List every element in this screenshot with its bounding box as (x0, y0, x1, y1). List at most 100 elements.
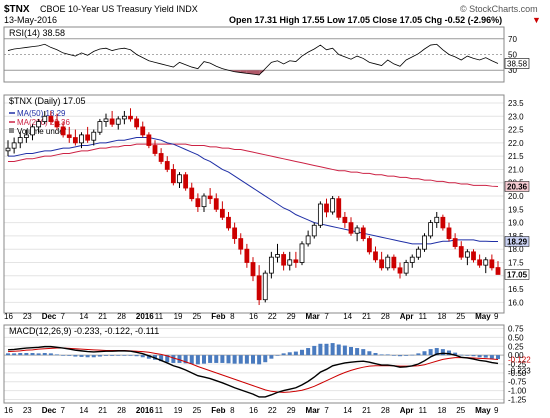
macd-histogram-bar (434, 348, 439, 356)
candle-body (281, 254, 287, 266)
macd-tick-label: -1.25 (508, 395, 527, 404)
ma200-line (8, 143, 499, 187)
candle-body (415, 248, 421, 258)
x-tick-label-top: 23 (23, 312, 32, 321)
macd-histogram-bar (232, 355, 237, 364)
x-tick-label-top: 25 (456, 312, 465, 321)
macd-histogram-bar (416, 353, 421, 356)
candle-body (232, 227, 238, 239)
candle-body (140, 126, 146, 136)
macd-histogram-bar (91, 355, 96, 358)
macd-tick-label: 0.00 (508, 351, 524, 360)
candle-body (226, 216, 231, 229)
macd-histogram-bar (24, 353, 29, 356)
macd-histogram-bar (73, 355, 78, 357)
macd-histogram-bar (48, 353, 53, 356)
candle-body (17, 137, 23, 144)
x-tick-label-bottom: 23 (23, 406, 32, 415)
candle-body (177, 174, 182, 184)
macd-histogram-bar (312, 345, 317, 356)
rsi-tick-label: 50 (508, 51, 517, 60)
candle-body (66, 134, 72, 138)
macd-histogram-bar (30, 353, 35, 356)
macd-histogram-bar (342, 345, 347, 356)
macd-histogram-bar (195, 355, 200, 365)
candle-body (275, 254, 280, 258)
x-tick-label-top: Feb (211, 312, 225, 321)
macd-tick-label: -0.75 (508, 378, 527, 387)
macd-histogram-bar (385, 354, 390, 356)
x-tick-label-bottom: Apr (400, 406, 414, 415)
macd-histogram-bar (116, 355, 121, 356)
candle-body (91, 131, 97, 141)
last-close-value: 17.05 (507, 270, 528, 279)
rsi-tick-label: 30 (508, 66, 517, 75)
candle-body (109, 118, 115, 125)
rsi-line (7, 43, 499, 76)
macd-panel (3, 324, 505, 404)
candle-body (121, 115, 127, 120)
price-tick-label: 23.0 (508, 112, 524, 121)
macd-histogram-bar (459, 354, 464, 356)
candle-body (238, 238, 244, 250)
x-tick-label-top: 29 (287, 312, 296, 321)
candle-body (201, 195, 207, 208)
macd-histogram-bar (189, 355, 194, 364)
quote-down-arrow-icon: ▼ (532, 15, 541, 25)
candle-body (397, 267, 403, 274)
candle-body (293, 259, 299, 263)
macd-histogram-bar (477, 355, 482, 358)
x-tick-label-bottom: May (475, 406, 491, 415)
macd-histogram-bar (238, 355, 243, 364)
candle-body (464, 251, 470, 258)
chart-title: CBOE 10-Year US Treasury Yield INDX (40, 4, 198, 14)
x-tick-label-bottom: 11 (155, 406, 164, 415)
macd-histogram-bar (122, 355, 127, 356)
candle-body (97, 121, 103, 133)
price-legend-title: $TNX (Daily) 17.05 (9, 96, 86, 106)
macd-histogram-bar (18, 353, 23, 356)
x-tick-label-bottom: 9 (494, 406, 499, 415)
candle-body (30, 126, 35, 136)
ma200-legend: MA(200) 20.36 (17, 118, 70, 127)
macd-histogram-bar (159, 355, 164, 362)
macd-histogram-bar (134, 355, 139, 357)
macd-histogram-bar (483, 355, 488, 358)
last-close-value-box (504, 269, 530, 280)
candle-body (128, 115, 133, 120)
candle-body (152, 145, 158, 154)
macd-histogram-bar (324, 343, 329, 356)
x-tick-label-top: 22 (268, 312, 277, 321)
price-tick-label: 22.0 (508, 139, 524, 148)
candle-body (170, 169, 176, 184)
x-tick-label-bottom: 19 (174, 406, 183, 415)
candle-body (428, 222, 434, 237)
x-tick-label-top: Mar (306, 312, 320, 321)
x-tick-label-bottom: 16 (249, 406, 258, 415)
price-tick-label: 19.0 (508, 219, 524, 228)
candle-body (305, 235, 311, 245)
candle-body (287, 259, 293, 266)
macd-histogram-bar (67, 355, 72, 356)
price-tick-label: 21.5 (508, 152, 524, 161)
candle-body (36, 121, 42, 128)
candle-body (213, 198, 219, 210)
x-tick-label-top: 16 (4, 312, 13, 321)
candle-body (85, 134, 91, 141)
candle-body (489, 259, 495, 269)
x-tick-label-bottom: 29 (287, 406, 296, 415)
x-tick-label-bottom: 22 (268, 406, 277, 415)
candle-body (360, 227, 366, 239)
ma50-last-value-box (504, 236, 530, 247)
candle-body (385, 256, 391, 269)
macd-histogram-bar (220, 355, 225, 363)
macd-tick-label: 0.50 (508, 333, 524, 342)
x-tick-label-bottom: 25 (192, 406, 201, 415)
macd-histogram-bar (263, 355, 268, 363)
candle-body (440, 216, 446, 229)
candle-body (250, 262, 256, 277)
x-tick-label-bottom: 2016 (136, 406, 154, 415)
watermark: © StockCharts.com (460, 4, 538, 14)
candle-body (60, 126, 66, 136)
price-tick-label: 16.0 (508, 298, 524, 307)
